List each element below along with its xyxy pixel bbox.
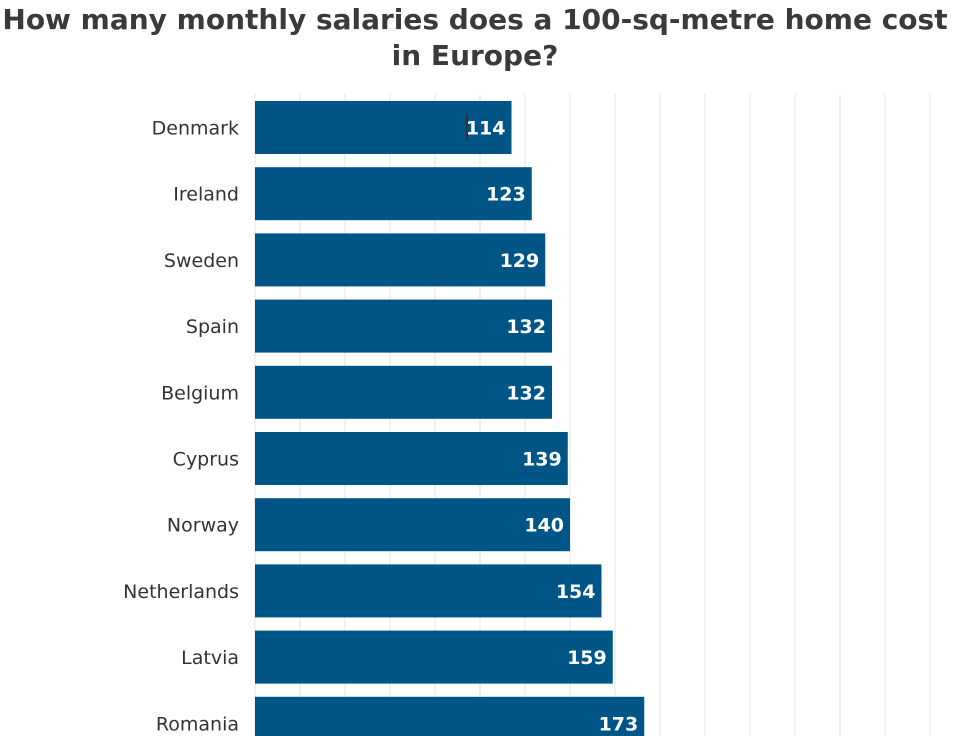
bar-romania[interactable] (255, 696, 645, 736)
value-label: 129 (500, 250, 540, 272)
value-label: 154 (556, 581, 596, 603)
bar-netherlands[interactable] (255, 564, 602, 618)
value-label: 173 (599, 713, 639, 735)
value-label: 139 (522, 449, 562, 471)
category-label: Romania (156, 713, 239, 735)
value-label-layer: 114 123 129 132 132 139 140 154 159 173 (466, 118, 638, 736)
bar-latvia[interactable] (255, 630, 613, 684)
category-label: Belgium (161, 382, 239, 404)
bar-sweden[interactable] (255, 233, 546, 287)
value-label: 132 (506, 382, 546, 404)
category-label: Netherlands (123, 581, 239, 603)
category-label: Cyprus (173, 449, 239, 471)
value-label: 159 (567, 647, 607, 669)
category-label-layer: Denmark Ireland Sweden Spain Belgium Cyprus No… (123, 118, 239, 736)
category-label: Norway (167, 515, 239, 537)
bar-denmark[interactable] (255, 101, 512, 154)
value-label: 132 (506, 316, 546, 338)
category-label: Latvia (181, 647, 239, 669)
bar-belgium[interactable] (255, 365, 552, 419)
category-label: Ireland (173, 184, 239, 206)
bar-layer (255, 101, 645, 736)
value-label: 123 (486, 184, 526, 206)
bar-cyprus[interactable] (255, 432, 568, 485)
value-label: 140 (524, 515, 564, 537)
value-label: 114 (466, 118, 506, 140)
bar-spain[interactable] (255, 299, 552, 353)
category-label: Denmark (152, 118, 239, 140)
category-label: Sweden (164, 250, 239, 272)
bar-norway[interactable] (255, 498, 570, 552)
bar-ireland[interactable] (255, 167, 532, 221)
category-label: Spain (186, 316, 239, 338)
chart-title: How many monthly salaries does a 100-sq-… (2, 3, 948, 72)
